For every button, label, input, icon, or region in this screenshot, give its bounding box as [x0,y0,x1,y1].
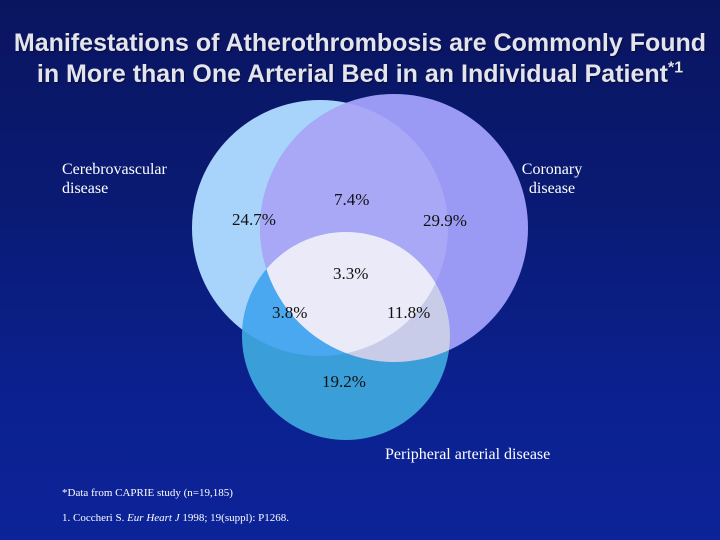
data-source-footnote: *Data from CAPRIE study (n=19,185) [62,487,233,499]
slide-title: Manifestations of Atherothrombosis are C… [10,28,710,90]
cerebrovascular-only-value: 24.7% [232,210,276,229]
reference-prefix: 1. Coccheri S. [62,512,128,524]
reference-footnote: 1. Coccheri S. Eur Heart J 1998; 19(supp… [62,512,289,525]
coronary-peripheral-value: 11.8% [387,303,431,322]
peripheral-only-value: 19.2% [322,372,366,391]
reference-suffix: 1998; 19(suppl): P1268. [179,512,290,524]
cerebrovascular-label: Cerebrovascular disease [62,161,167,197]
all-three-value: 3.3% [333,264,369,283]
coronary-only-value: 29.9% [423,211,467,230]
peripheral-label: Peripheral arterial disease [385,446,551,463]
cerebro-peripheral-value: 3.8% [272,303,308,322]
slide-title-text: Manifestations of Atherothrombosis are C… [13,29,707,88]
reference-journal: Eur Heart J [127,512,180,524]
title-superscript: *1 [667,59,684,77]
all-three-overlap [260,232,448,356]
coronary-label: Coronary disease [521,161,583,197]
cerebro-coronary-value: 7.4% [334,190,370,209]
